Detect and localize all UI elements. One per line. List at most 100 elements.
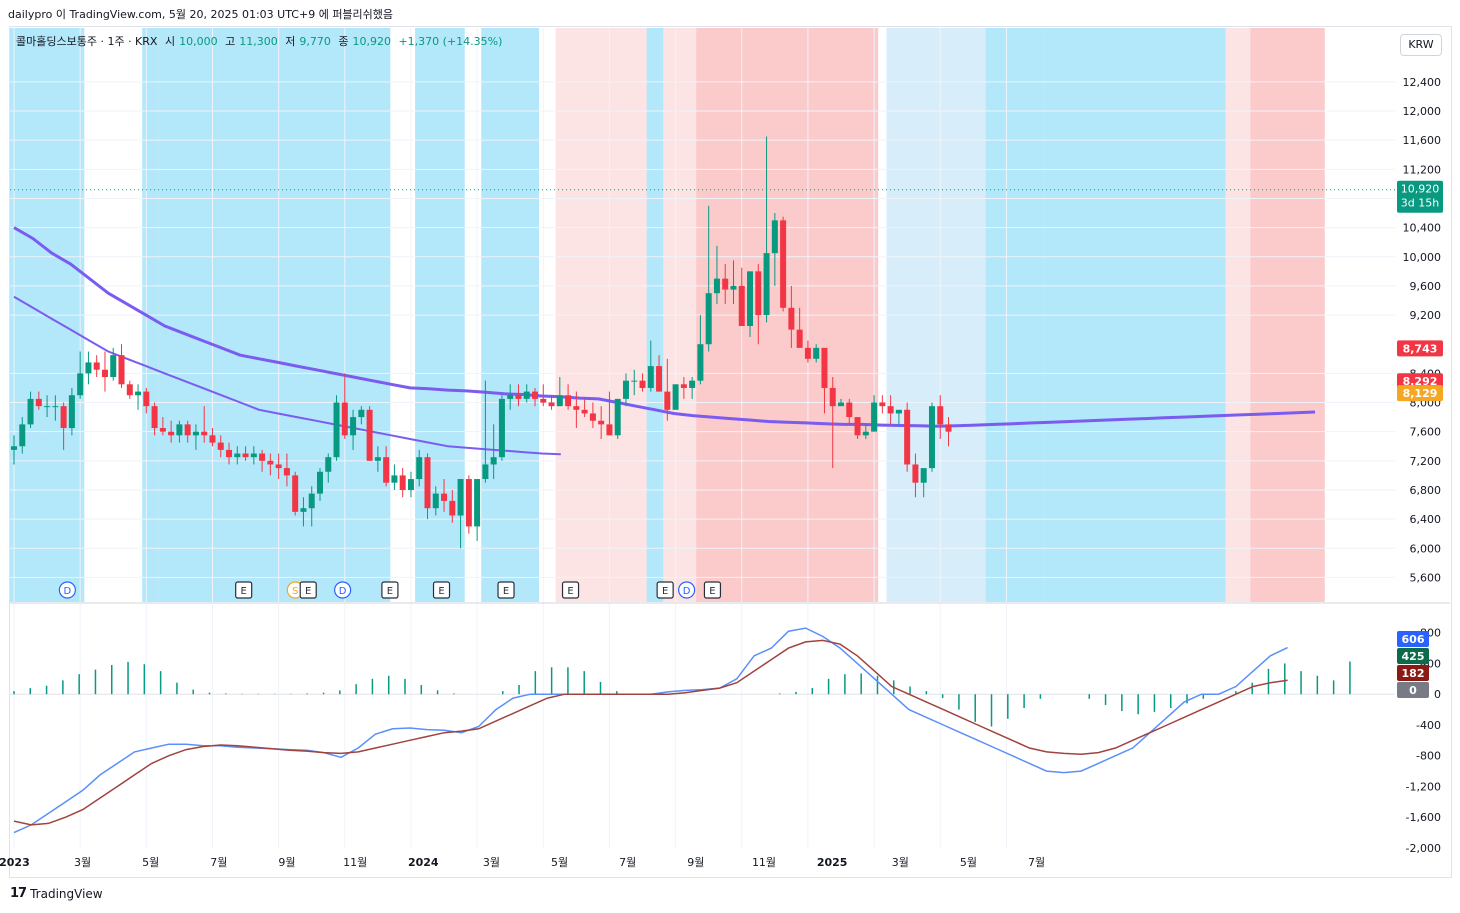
candle-body [226, 449, 233, 458]
candle-body [507, 395, 514, 399]
candle-body [862, 431, 869, 436]
candle-body [11, 446, 17, 450]
candle-body [928, 406, 935, 469]
event-marker-d: D [58, 581, 76, 599]
candle-body [333, 402, 340, 458]
time-tick-label: 2023 [0, 856, 30, 869]
publisher-header: dailypro 이 TradingView.com, 5월 20, 2025 … [8, 8, 394, 21]
candle-body [184, 424, 191, 436]
earnings-icon [497, 581, 515, 599]
price-badge-text: 8,743 [1403, 342, 1438, 355]
candle-body [118, 355, 125, 385]
candle-body [920, 468, 927, 483]
brand-name: TradingView [30, 886, 103, 901]
candle-body [391, 475, 398, 483]
candle-body [821, 347, 828, 388]
candle-body [176, 424, 183, 436]
price-tick-label: 6,800 [1410, 484, 1442, 497]
candle-body [68, 395, 75, 429]
candle-body [796, 329, 803, 348]
candle-body [407, 479, 414, 490]
footer-brand[interactable]: 𝟭𝟳 TradingView [10, 886, 103, 901]
symbol-legend: 콜마홀딩스보통주 · 1주 · KRX 시 10,000 고 11,300 저 9,7… [16, 33, 506, 49]
macd-tick-label: 0 [1434, 688, 1441, 701]
candle-body [573, 406, 580, 410]
candle-body [77, 373, 84, 396]
macd-badge-text: 0 [1409, 684, 1417, 697]
candle-body [259, 453, 266, 461]
price-tick-label: 6,400 [1410, 513, 1442, 526]
event-marker-e: E [432, 581, 451, 599]
event-marker-d: D [678, 581, 696, 599]
candle-body [316, 471, 323, 494]
time-tick-label: 3월 [483, 856, 500, 869]
candle-body [135, 391, 142, 396]
candle-body [614, 398, 621, 436]
candle-body [474, 479, 481, 527]
event-marker-e: E [703, 581, 722, 599]
dividend-icon [678, 581, 696, 599]
price-axis: 12,40012,00011,60011,20010,80010,40010,0… [10, 76, 1443, 855]
event-label: E [241, 586, 247, 597]
candle-body [912, 464, 919, 483]
long-ema-line [13, 226, 1316, 428]
candle-body [565, 395, 572, 407]
price-tick-label: 11,200 [1403, 163, 1442, 176]
time-tick-label: 11월 [752, 856, 776, 869]
candle-body [44, 406, 51, 408]
candle-body [126, 384, 133, 396]
candle-body [441, 493, 448, 501]
candle-body [780, 220, 787, 308]
candle-body [143, 391, 150, 407]
candle-body [680, 384, 687, 388]
candle-body [325, 457, 332, 472]
candle-body [589, 413, 596, 421]
candle-body [813, 347, 820, 359]
candle-body [308, 493, 315, 509]
candle-body [755, 271, 762, 316]
candle-body [300, 508, 307, 512]
candle-body [416, 457, 423, 480]
time-tick-label: 3월 [892, 856, 909, 869]
candle-body [937, 406, 944, 425]
signal-line [13, 639, 1288, 826]
candle-body [159, 428, 166, 432]
time-tick-label: 3월 [74, 856, 91, 869]
dividend-icon [58, 581, 76, 599]
macd-badge [1397, 631, 1429, 647]
low-label: 저 [285, 35, 296, 48]
tradingview-logo-icon: 𝟭𝟳 [10, 886, 27, 901]
event-label: E [438, 586, 444, 597]
candle-body [19, 424, 26, 447]
candle-body [722, 278, 729, 290]
macd-line [13, 627, 1288, 834]
open-label: 시 [164, 35, 176, 48]
time-tick-label: 11월 [343, 856, 367, 869]
candle-body [267, 460, 274, 465]
candle-body [283, 468, 290, 476]
candle-body [60, 406, 67, 429]
time-axis: 2023 3월 5월 7월 9월 11월 2024 3월 5월 7월 9월 11월 2025 3월 5월 7월 [0, 856, 1045, 869]
time-tick-label: 5월 [960, 856, 977, 869]
candle-body [838, 402, 844, 407]
candle-body [879, 402, 886, 407]
price-tick-label: 12,400 [1403, 76, 1442, 89]
event-label: D [64, 586, 72, 597]
currency-button[interactable]: KRW [1400, 34, 1442, 56]
price-badge [1397, 385, 1443, 402]
event-marker-e: E [299, 581, 317, 599]
candle-body [945, 424, 952, 432]
candle-body [366, 409, 373, 461]
time-tick-label: 5월 [142, 856, 159, 869]
candle-body [250, 453, 257, 458]
time-tick-label: 2025 [817, 856, 848, 869]
candle-body [622, 380, 629, 399]
high-value: 11,300 [239, 35, 278, 48]
price-tick-label: 10,400 [1403, 222, 1442, 235]
candle-body [697, 344, 704, 381]
candle-body [606, 424, 613, 436]
candle-body [490, 457, 497, 465]
event-label: E [709, 586, 715, 597]
